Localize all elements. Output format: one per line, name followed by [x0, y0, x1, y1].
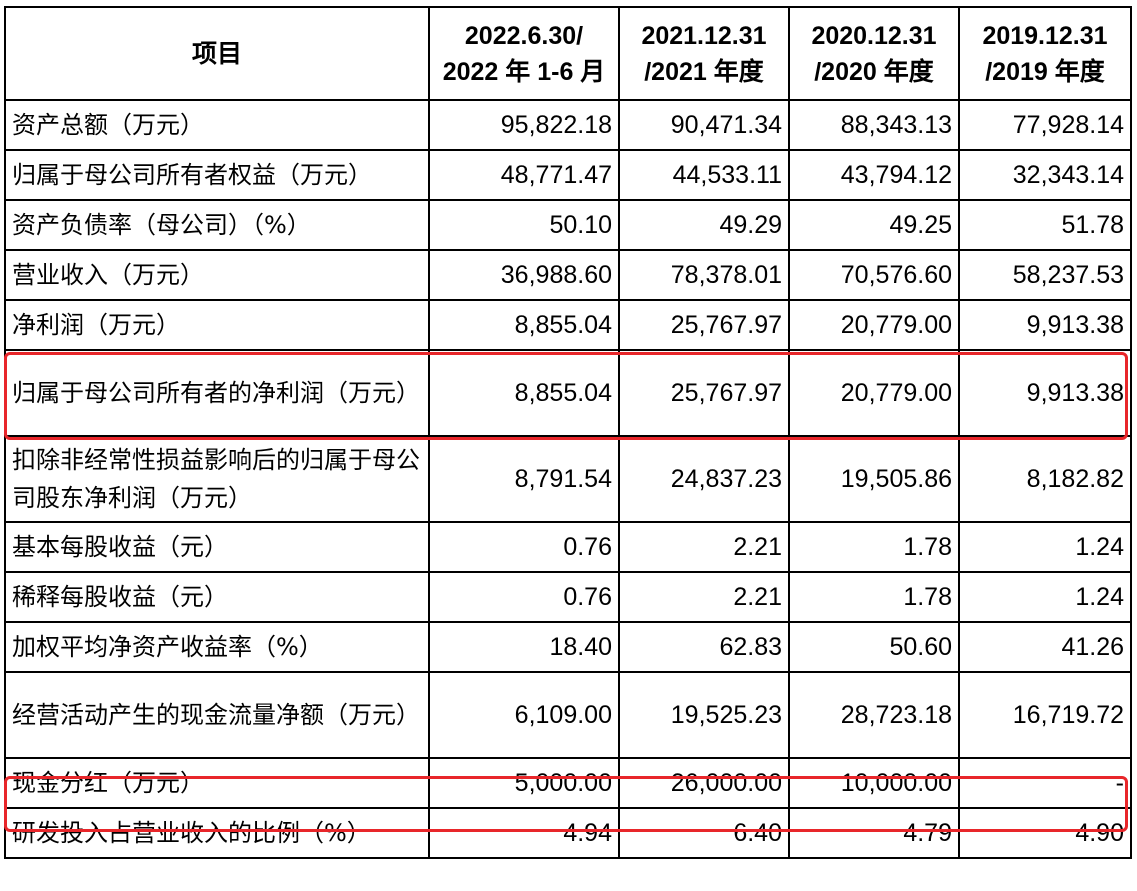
cell-value: 8,182.82 — [958, 435, 1132, 523]
row-label: 营业收入（万元） — [4, 249, 430, 301]
row-label: 净利润（万元） — [4, 299, 430, 351]
cell-value: 16,719.72 — [958, 671, 1132, 759]
cell-value: 32,343.14 — [958, 149, 1132, 201]
cell-value: 44,533.11 — [618, 149, 790, 201]
cell-value: 10,000.00 — [788, 757, 960, 809]
cell-value: 4.94 — [428, 807, 620, 859]
cell-value: 9,913.38 — [958, 299, 1132, 351]
row-label: 经营活动产生的现金流量净额（万元） — [4, 671, 430, 759]
header-period: 2022.6.30/2022 年 1-6 月 — [428, 6, 620, 101]
cell-value: 4.79 — [788, 807, 960, 859]
row-label: 稀释每股收益（元） — [4, 571, 430, 623]
row-label: 现金分红（万元） — [4, 757, 430, 809]
row-label: 基本每股收益（元） — [4, 521, 430, 573]
table-row-highlighted: 归属于母公司所有者的净利润（万元） 8,855.04 25,767.97 20,… — [4, 349, 1132, 437]
header-period: 2020.12.31/2020 年度 — [788, 6, 960, 101]
header-item: 项目 — [4, 6, 430, 101]
cell-value: 28,723.18 — [788, 671, 960, 759]
cell-value: 8,791.54 — [428, 435, 620, 523]
cell-value: 50.10 — [428, 199, 620, 251]
cell-value: 25,767.97 — [618, 299, 790, 351]
cell-value: 0.76 — [428, 571, 620, 623]
table-row: 营业收入（万元） 36,988.60 78,378.01 70,576.60 5… — [4, 249, 1132, 301]
cell-value: 49.25 — [788, 199, 960, 251]
cell-value: 1.24 — [958, 521, 1132, 573]
cell-value: 88,343.13 — [788, 99, 960, 151]
cell-value: 8,855.04 — [428, 299, 620, 351]
table-row: 稀释每股收益（元） 0.76 2.21 1.78 1.24 — [4, 571, 1132, 623]
cell-value: 62.83 — [618, 621, 790, 673]
cell-value: 24,837.23 — [618, 435, 790, 523]
cell-value: 41.26 — [958, 621, 1132, 673]
table-row: 归属于母公司所有者权益（万元） 48,771.47 44,533.11 43,7… — [4, 149, 1132, 201]
cell-value: 43,794.12 — [788, 149, 960, 201]
cell-value: 70,576.60 — [788, 249, 960, 301]
cell-value: 20,779.00 — [788, 349, 960, 437]
row-label: 加权平均净资产收益率（%） — [4, 621, 430, 673]
cell-value: 95,822.18 — [428, 99, 620, 151]
cell-value: 49.29 — [618, 199, 790, 251]
table-row: 资产负债率（母公司）（%） 50.10 49.29 49.25 51.78 — [4, 199, 1132, 251]
cell-value: 50.60 — [788, 621, 960, 673]
cell-value: 1.78 — [788, 571, 960, 623]
financial-table: 项目 2022.6.30/2022 年 1-6 月 2021.12.31/202… — [4, 6, 1132, 859]
cell-value: 51.78 — [958, 199, 1132, 251]
cell-value: 2.21 — [618, 521, 790, 573]
table-row: 净利润（万元） 8,855.04 25,767.97 20,779.00 9,9… — [4, 299, 1132, 351]
cell-value: 19,505.86 — [788, 435, 960, 523]
cell-value: 90,471.34 — [618, 99, 790, 151]
cell-value: 4.90 — [958, 807, 1132, 859]
row-label: 资产总额（万元） — [4, 99, 430, 151]
table-row: 基本每股收益（元） 0.76 2.21 1.78 1.24 — [4, 521, 1132, 573]
cell-value: 6.40 — [618, 807, 790, 859]
table-row: 经营活动产生的现金流量净额（万元） 6,109.00 19,525.23 28,… — [4, 671, 1132, 759]
cell-value: 5,000.00 — [428, 757, 620, 809]
cell-value: - — [958, 757, 1132, 809]
row-label: 归属于母公司所有者权益（万元） — [4, 149, 430, 201]
cell-value: 36,988.60 — [428, 249, 620, 301]
cell-value: 25,767.97 — [618, 349, 790, 437]
cell-value: 48,771.47 — [428, 149, 620, 201]
row-label: 归属于母公司所有者的净利润（万元） — [4, 349, 430, 437]
cell-value: 1.78 — [788, 521, 960, 573]
row-label: 资产负债率（母公司）（%） — [4, 199, 430, 251]
cell-value: 6,109.00 — [428, 671, 620, 759]
cell-value: 58,237.53 — [958, 249, 1132, 301]
cell-value: 18.40 — [428, 621, 620, 673]
table-row: 资产总额（万元） 95,822.18 90,471.34 88,343.13 7… — [4, 99, 1132, 151]
cell-value: 20,779.00 — [788, 299, 960, 351]
header-period: 2021.12.31/2021 年度 — [618, 6, 790, 101]
cell-value: 1.24 — [958, 571, 1132, 623]
cell-value: 2.21 — [618, 571, 790, 623]
table-row: 加权平均净资产收益率（%） 18.40 62.83 50.60 41.26 — [4, 621, 1132, 673]
cell-value: 77,928.14 — [958, 99, 1132, 151]
cell-value: 26,000.00 — [618, 757, 790, 809]
cell-value: 9,913.38 — [958, 349, 1132, 437]
cell-value: 78,378.01 — [618, 249, 790, 301]
table-header-row: 项目 2022.6.30/2022 年 1-6 月 2021.12.31/202… — [4, 6, 1132, 101]
row-label: 扣除非经常性损益影响后的归属于母公司股东净利润（万元） — [4, 435, 430, 523]
cell-value: 8,855.04 — [428, 349, 620, 437]
header-period: 2019.12.31/2019 年度 — [958, 6, 1132, 101]
cell-value: 0.76 — [428, 521, 620, 573]
row-label: 研发投入占营业收入的比例（%） — [4, 807, 430, 859]
table-row-highlighted: 现金分红（万元） 5,000.00 26,000.00 10,000.00 - — [4, 757, 1132, 809]
table-row: 扣除非经常性损益影响后的归属于母公司股东净利润（万元） 8,791.54 24,… — [4, 435, 1132, 523]
cell-value: 19,525.23 — [618, 671, 790, 759]
table-row: 研发投入占营业收入的比例（%） 4.94 6.40 4.79 4.90 — [4, 807, 1132, 859]
